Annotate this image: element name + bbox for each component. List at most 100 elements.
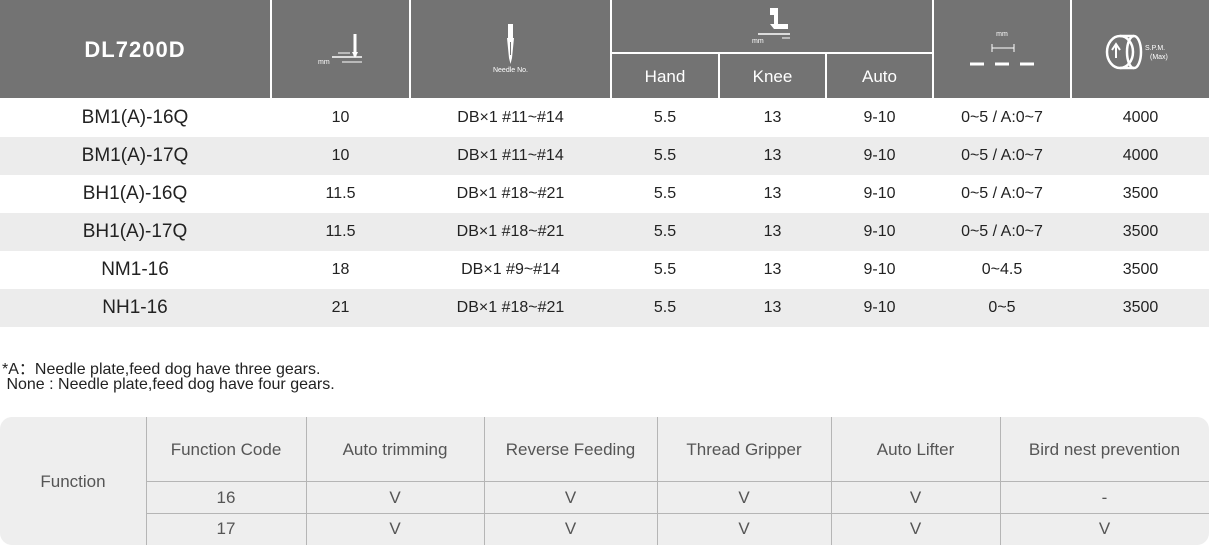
auto-cell: 9-10 (863, 147, 896, 164)
presser-foot-icon (758, 8, 790, 39)
function-table: Function Function Code Auto trimming Rev… (0, 417, 1209, 545)
needle-unit-label: Needle No. (492, 67, 529, 74)
feed-dog-header: mm (934, 0, 1070, 98)
spm-max-label: (Max) (1150, 54, 1168, 61)
model-cell: BH1(A)-17Q (82, 221, 188, 242)
spm-header: S.P.M. (Max) (1072, 0, 1209, 98)
divider (146, 481, 1209, 482)
presser-unit-label: mm (752, 38, 764, 45)
bird-nest-cell: V (1098, 519, 1111, 538)
knee-cell: 13 (763, 147, 782, 164)
stitch-cell: 10 (331, 109, 350, 126)
spm-cell: 3500 (1122, 185, 1159, 202)
spm-cell: 3500 (1122, 261, 1159, 278)
feed-cell: 0~4.5 (981, 261, 1023, 278)
feed-dog-height-icon (970, 44, 1034, 66)
hand-cell: 5.5 (653, 223, 677, 240)
stitch-length-header: mm (272, 0, 409, 98)
note-none: None : Needle plate,feed dog have four g… (2, 376, 335, 393)
feed-cell: 0~5 (988, 299, 1016, 316)
auto-lifter-cell: V (909, 488, 922, 507)
needle-icon (507, 24, 514, 64)
table-row: BM1(A)-17Q 10 DB×1 #11~#14 5.5 13 9-10 0… (0, 137, 1209, 175)
needle-cell: DB×1 #18~#21 (456, 223, 565, 240)
needle-cell: DB×1 #18~#21 (456, 185, 565, 202)
spm-cell: 3500 (1122, 299, 1159, 316)
stitch-unit-label: mm (318, 59, 330, 66)
spm-cell: 4000 (1122, 109, 1159, 126)
stitch-cell: 11.5 (325, 223, 356, 240)
reverse-feeding-cell: V (564, 488, 577, 507)
stitch-length-icon (332, 34, 362, 63)
hand-cell: 5.5 (653, 185, 677, 202)
spm-cell: 4000 (1122, 147, 1159, 164)
presser-foot-header: mm (612, 0, 932, 52)
knee-cell: 13 (763, 299, 782, 316)
table-row: BH1(A)-17Q 11.5 DB×1 #18~#21 5.5 13 9-10… (0, 213, 1209, 251)
auto-cell: 9-10 (863, 299, 896, 316)
needle-cell: DB×1 #11~#14 (457, 147, 564, 164)
auto-cell: 9-10 (863, 109, 896, 126)
auto-label: Auto (862, 67, 897, 86)
model-cell: NH1-16 (102, 297, 168, 318)
model-cell: BM1(A)-16Q (81, 107, 189, 128)
spm-cell: 3500 (1122, 223, 1159, 240)
thread-gripper-header: Thread Gripper (686, 440, 802, 459)
stitch-cell: 10 (331, 147, 350, 164)
function-code-cell: 17 (216, 519, 236, 538)
note-a: *A：Needle plate,feed dog have three gear… (2, 361, 321, 378)
feed-cell: 0~5 / A:0~7 (961, 185, 1043, 202)
hand-cell: 5.5 (653, 147, 677, 164)
bird-nest-header: Bird nest prevention (1028, 440, 1181, 459)
needle-cell: DB×1 #18~#21 (456, 299, 565, 316)
model-cell: NM1-16 (101, 259, 169, 280)
feed-cell: 0~5 / A:0~7 (961, 147, 1043, 164)
spm-label: S.P.M. (1145, 45, 1166, 52)
model-cell: BM1(A)-17Q (81, 145, 189, 166)
hand-cell: 5.5 (653, 261, 677, 278)
hand-cell: 5.5 (653, 299, 677, 316)
needle-header: Needle No. (411, 0, 610, 98)
feed-unit-label: mm (996, 31, 1008, 38)
spm-icon (1105, 34, 1143, 70)
table-row: BH1(A)-16Q 11.5 DB×1 #18~#21 5.5 13 9-10… (0, 175, 1209, 213)
stitch-cell: 11.5 (325, 185, 356, 202)
table-row: NM1-16 18 DB×1 #9~#14 5.5 13 9-10 0~4.5 … (0, 251, 1209, 289)
thread-gripper-cell: V (738, 519, 750, 538)
reverse-feeding-cell: V (564, 519, 577, 538)
needle-cell: DB×1 #11~#14 (457, 109, 564, 126)
model-cell: BH1(A)-16Q (82, 183, 188, 204)
knee-header: Knee (720, 54, 825, 98)
needle-cell: DB×1 #9~#14 (461, 261, 560, 278)
function-code-header: Function Code (170, 440, 282, 459)
knee-cell: 13 (763, 261, 782, 278)
bird-nest-cell: - (1101, 488, 1108, 507)
auto-cell: 9-10 (863, 261, 896, 278)
model-series-title: DL7200D (84, 37, 186, 62)
auto-trimming-cell: V (389, 519, 401, 538)
model-header: DL7200D (0, 0, 270, 98)
knee-cell: 13 (763, 185, 782, 202)
auto-header: Auto (827, 54, 932, 98)
feed-cell: 0~5 / A:0~7 (961, 223, 1043, 240)
auto-lifter-header: Auto Lifter (876, 440, 955, 459)
hand-cell: 5.5 (653, 109, 677, 126)
knee-cell: 13 (763, 109, 782, 126)
auto-lifter-cell: V (909, 519, 922, 538)
reverse-feeding-header: Reverse Feeding (505, 440, 636, 459)
hand-header: Hand (612, 54, 718, 98)
thread-gripper-cell: V (738, 488, 750, 507)
auto-trimming-cell: V (389, 488, 401, 507)
stitch-cell: 18 (331, 261, 350, 278)
knee-cell: 13 (763, 223, 782, 240)
function-label: Function (40, 472, 106, 491)
stitch-cell: 21 (331, 299, 350, 316)
table-row: BM1(A)-16Q 10 DB×1 #11~#14 5.5 13 9-10 0… (0, 99, 1209, 137)
divider (146, 513, 1209, 514)
hand-label: Hand (644, 67, 686, 86)
table-row: NH1-16 21 DB×1 #18~#21 5.5 13 9-10 0~5 3… (0, 289, 1209, 327)
knee-label: Knee (752, 67, 793, 86)
auto-cell: 9-10 (863, 185, 896, 202)
auto-trimming-header: Auto trimming (342, 440, 448, 459)
auto-cell: 9-10 (863, 223, 896, 240)
